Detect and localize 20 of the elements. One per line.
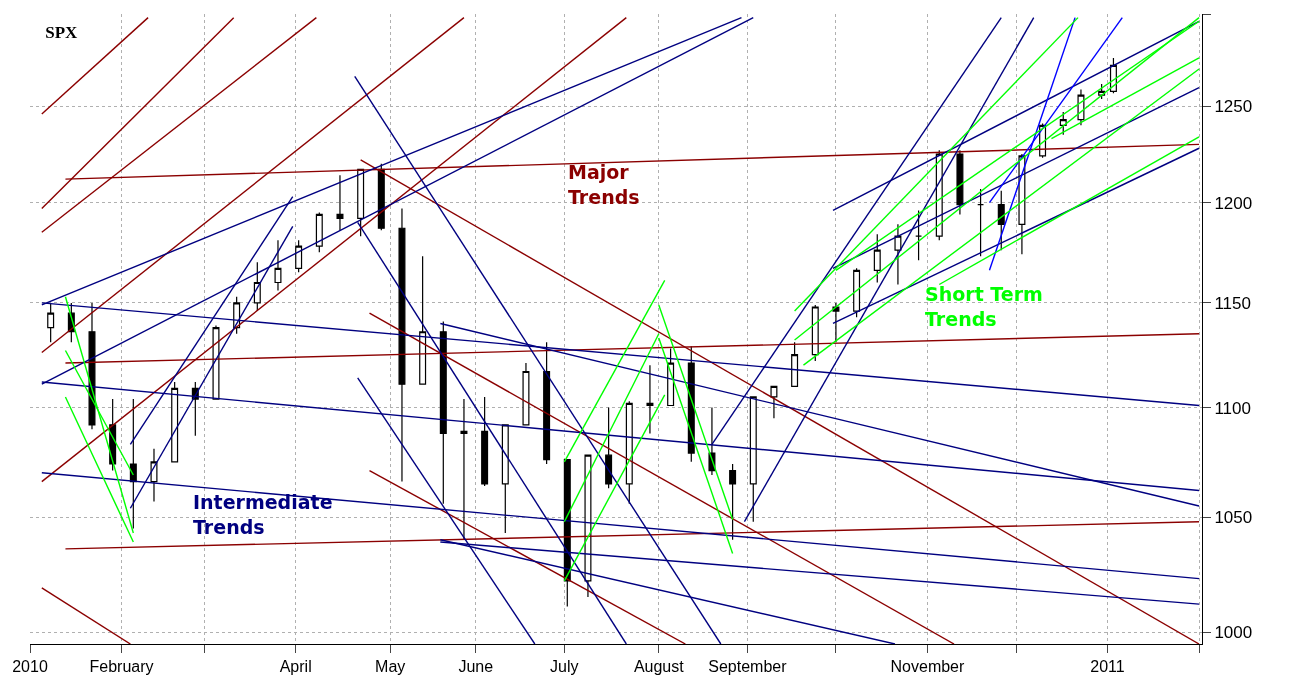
y-tick-label: 1250 [1214,97,1253,117]
text: Intermediate Trends [193,491,333,538]
x-tick-label: 2011 [1090,658,1125,676]
x-tick-label: September [708,658,788,676]
y-tick-label: 1100 [1214,398,1251,418]
x-tick-label: June [458,658,494,676]
x-tick-label: July [550,658,579,676]
x-tick-label: 2010 [12,658,48,676]
x-tick-label: April [279,658,312,676]
text: Short Term Trends [925,283,1043,330]
x-tick-label: August [633,658,685,676]
x-tick-label: November [890,658,966,676]
y-tick-label: 1200 [1214,193,1253,213]
y-tick-label: 1050 [1214,508,1253,528]
y-tick-label: 1000 [1214,623,1253,643]
x-tick-label: May [375,658,406,676]
y-tick-label: 1150 [1214,293,1251,313]
series-label: Major Trends [568,161,640,208]
text: SPX [45,23,79,43]
x-tick-label: February [89,658,154,676]
